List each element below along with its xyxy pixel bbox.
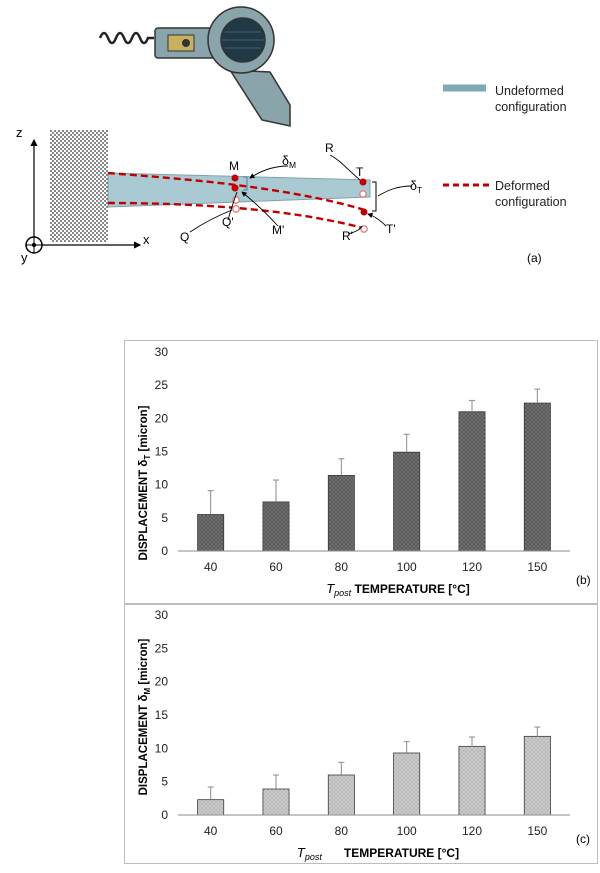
label-T-prime: T' (386, 222, 396, 236)
chart-b-bar (327, 474, 355, 552)
chart-b-xtick-label: 100 (397, 560, 417, 574)
deformed-beam-top (107, 171, 366, 212)
chart-c-bars (197, 735, 551, 816)
chart-c-bar (197, 799, 225, 816)
chart-c-ytick-labels: 0 5 10 15 20 25 30 (155, 608, 169, 822)
panel-label-a: (a) (527, 251, 542, 265)
chart-b-xtick-label: 60 (269, 560, 283, 574)
point-R-prime (360, 225, 368, 233)
fixed-wall (50, 130, 108, 242)
chart-c-xtick-label: 150 (527, 824, 547, 838)
chart-b-ytick-label: 5 (161, 511, 168, 525)
deformed-legend-label-line2: configuration (495, 195, 567, 209)
chart-b-xtick-label: 40 (204, 560, 218, 574)
chart-b-y-axis-label: DISPLACEMENT δT [micron] (138, 405, 152, 560)
chart-b-xtick-label: 150 (527, 560, 547, 574)
chart-b-xtick-labels: 40 60 80 100 120 150 (204, 560, 548, 574)
point-T (359, 178, 367, 186)
label-Q-prime: Q' (222, 215, 234, 229)
z-axis-label: z (16, 125, 23, 140)
chart-c-xtick-label: 40 (204, 824, 218, 838)
chart-c-bar (327, 774, 355, 816)
label-M-prime: M' (272, 223, 284, 237)
chart-b-bar (523, 402, 551, 552)
chart-c-ytick-label: 15 (155, 708, 169, 722)
point-M (231, 174, 239, 182)
chart-c-xtick-label: 120 (462, 824, 482, 838)
chart-b-bar (458, 411, 486, 552)
chart-c-xtick-label: 100 (397, 824, 417, 838)
chart-b: 0 5 10 15 20 25 30 40 60 80 100 120 150 DISPLACEMEN… (124, 340, 598, 604)
chart-c-ytick-label: 10 (155, 741, 169, 755)
chart-c-xtick-label: 80 (335, 824, 349, 838)
chart-b-ytick-label: 15 (155, 445, 169, 459)
chart-b-plot: 0 5 10 15 20 25 30 40 60 80 100 120 150 DISPLACEMEN… (138, 345, 591, 598)
chart-b-xtick-label: 120 (462, 560, 482, 574)
chart-c-ytick-label: 25 (155, 641, 169, 655)
chart-c-bar (393, 752, 421, 816)
coordinate-axes: z x y (16, 125, 150, 265)
deformed-legend-label-line1: Deformed (495, 179, 550, 193)
point-Q (232, 205, 240, 213)
point-Q-prime (231, 184, 239, 192)
chart-b-bar (197, 514, 225, 552)
chart-b-bar (393, 451, 421, 552)
x-axis-label: x (143, 232, 150, 247)
chart-b-ytick-labels: 0 5 10 15 20 25 30 (155, 345, 169, 558)
chart-b-x-axis-label: Tpost TEMPERATURE [°C] (326, 581, 470, 598)
panel-label-b: (b) (576, 573, 591, 587)
chart-b-ytick-label: 30 (155, 345, 169, 359)
chart-b-ytick-label: 10 (155, 478, 169, 492)
label-Q: Q (180, 230, 189, 244)
chart-c-xtick-label: 60 (269, 824, 283, 838)
beam-deflection-diagram: Undeformed configuration Deformed config… (16, 6, 567, 265)
label-delta-M: δM (282, 154, 296, 170)
chart-c-ytick-label: 5 (161, 775, 168, 789)
label-delta-T: δT (410, 179, 422, 195)
diagram-legend: Undeformed configuration Deformed config… (443, 84, 567, 209)
chart-c-xtick-labels: 40 60 80 100 120 150 (204, 824, 548, 838)
chart-b-ytick-label: 0 (161, 544, 168, 558)
point-T-prime (360, 208, 368, 216)
chart-c-bar (458, 745, 486, 816)
chart-c-ytick-label: 20 (155, 675, 169, 689)
chart-b-xtick-label: 80 (335, 560, 349, 574)
y-axis-label: y (21, 250, 28, 265)
chart-c-bar (262, 788, 290, 816)
chart-c-plot: 0 5 10 15 20 25 30 40 60 80 100 120 150 DISPLACEMEN… (138, 608, 590, 862)
chart-c-x-axis-label: Tpost TEMPERATURE [°C] (297, 845, 459, 862)
label-T: T (356, 165, 364, 179)
chart-b-error-bars (207, 388, 541, 515)
chart-b-bars (197, 402, 551, 552)
undeformed-legend-label-line2: configuration (495, 100, 567, 114)
undeformed-legend-label-line1: Undeformed (495, 84, 564, 98)
label-R: R (325, 141, 334, 155)
label-R-prime: R' (342, 229, 353, 243)
chart-c-y-axis-label: DISPLACEMENT δM [micron] (138, 638, 152, 795)
panel-label-c: (c) (576, 832, 590, 846)
chart-c-error-bars (207, 726, 541, 800)
label-M: M (229, 159, 239, 173)
chart-b-bar (262, 501, 290, 552)
undeformed-beam (107, 172, 371, 208)
heat-gun-icon (98, 6, 291, 127)
chart-b-ytick-label: 25 (155, 378, 169, 392)
chart-c-ytick-label: 0 (161, 808, 168, 822)
chart-b-ytick-label: 20 (155, 411, 169, 425)
deformed-beam-bottom (107, 201, 364, 230)
point-T-prime-ref (359, 190, 367, 198)
chart-c: 0 5 10 15 20 25 30 40 60 80 100 120 150 DISPLACEMEN… (124, 604, 598, 864)
chart-c-ytick-label: 30 (155, 608, 169, 622)
chart-c-bar (523, 735, 551, 816)
